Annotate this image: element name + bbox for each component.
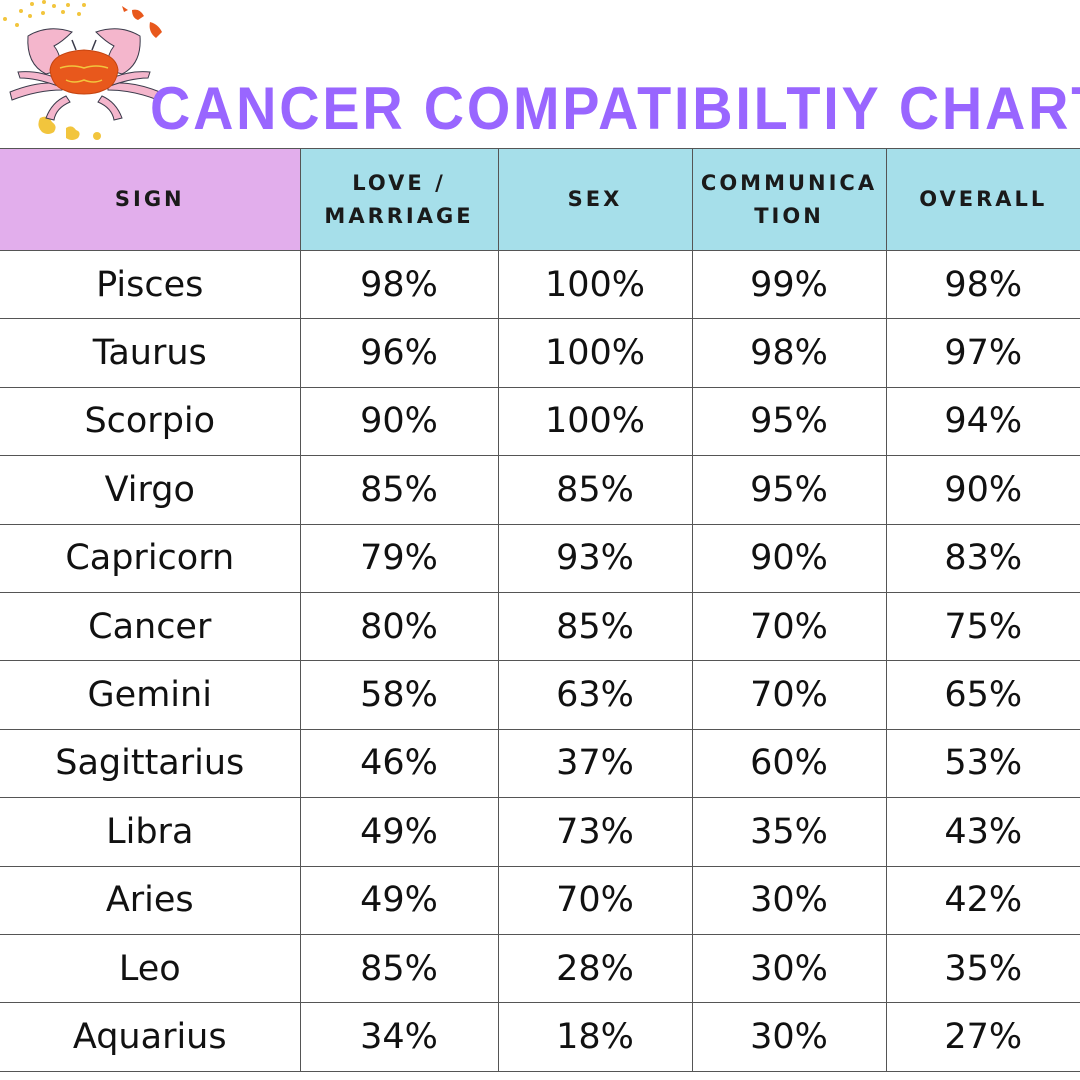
overall-cell: 97%	[885, 318, 1080, 388]
love-marriage-cell: 46%	[299, 728, 499, 799]
header-label: SEX	[567, 187, 623, 211]
love-marriage-cell: 80%	[299, 591, 499, 662]
table-row: Libra 49% 73% 35% 43%	[0, 797, 1080, 867]
sign-cell: Gemini	[0, 660, 301, 730]
communication-cell: 99%	[691, 249, 887, 320]
sign-cell: Capricorn	[0, 523, 301, 593]
sign-cell: Leo	[0, 933, 301, 1004]
communication-cell: 60%	[691, 728, 887, 799]
love-marriage-cell: 49%	[299, 865, 499, 935]
header-communication: COMMUNICA TION	[691, 148, 887, 251]
table-row: Taurus 96% 100% 98% 97%	[0, 318, 1080, 388]
table-row: Virgo 85% 85% 95% 90%	[0, 455, 1080, 525]
sign-cell: Sagittarius	[0, 728, 301, 799]
communication-cell: 30%	[691, 865, 887, 935]
header-label: TION	[754, 203, 824, 228]
communication-cell: 30%	[691, 1002, 887, 1072]
love-marriage-cell: 85%	[299, 933, 499, 1004]
sex-cell: 73%	[497, 797, 693, 867]
love-marriage-cell: 98%	[299, 249, 499, 320]
header-love-marriage: LOVE / MARRIAGE	[299, 148, 499, 251]
love-marriage-cell: 58%	[299, 660, 499, 730]
sex-cell: 18%	[497, 1002, 693, 1072]
table-row: Aquarius 34% 18% 30% 27%	[0, 1002, 1080, 1072]
love-marriage-cell: 79%	[299, 523, 499, 593]
overall-cell: 90%	[885, 455, 1080, 525]
sign-cell: Virgo	[0, 455, 301, 525]
table-row: Cancer 80% 85% 70% 75%	[0, 591, 1080, 662]
sign-cell: Taurus	[0, 318, 301, 388]
header-sex: SEX	[497, 148, 693, 251]
table-row: Gemini 58% 63% 70% 65%	[0, 660, 1080, 730]
overall-cell: 42%	[885, 865, 1080, 935]
overall-cell: 65%	[885, 660, 1080, 730]
overall-cell: 94%	[885, 386, 1080, 457]
sign-cell: Cancer	[0, 591, 301, 662]
sign-cell: Aquarius	[0, 1002, 301, 1072]
header: CANCER COMPATIBILTIY CHART	[0, 0, 1080, 148]
header-label: SIGN	[114, 187, 185, 211]
love-marriage-cell: 49%	[299, 797, 499, 867]
sign-cell: Scorpio	[0, 386, 301, 457]
overall-cell: 75%	[885, 591, 1080, 662]
communication-cell: 95%	[691, 455, 887, 525]
header-overall: OVERALL	[885, 148, 1080, 251]
sex-cell: 93%	[497, 523, 693, 593]
table-row: Pisces 98% 100% 99% 98%	[0, 249, 1080, 320]
sex-cell: 85%	[497, 455, 693, 525]
communication-cell: 95%	[691, 386, 887, 457]
overall-cell: 53%	[885, 728, 1080, 799]
sex-cell: 100%	[497, 249, 693, 320]
header-sign: SIGN	[0, 148, 301, 251]
table-row: Leo 85% 28% 30% 35%	[0, 933, 1080, 1004]
sign-cell: Aries	[0, 865, 301, 935]
love-marriage-cell: 90%	[299, 386, 499, 457]
overall-cell: 43%	[885, 797, 1080, 867]
overall-cell: 98%	[885, 249, 1080, 320]
header-label: MARRIAGE	[324, 203, 474, 228]
overall-cell: 83%	[885, 523, 1080, 593]
header-label: COMMUNICA	[700, 170, 878, 195]
sex-cell: 28%	[497, 933, 693, 1004]
sign-cell: Pisces	[0, 249, 301, 320]
sex-cell: 85%	[497, 591, 693, 662]
sex-cell: 70%	[497, 865, 693, 935]
communication-cell: 98%	[691, 318, 887, 388]
sex-cell: 100%	[497, 386, 693, 457]
communication-cell: 90%	[691, 523, 887, 593]
communication-cell: 30%	[691, 933, 887, 1004]
sign-cell: Libra	[0, 797, 301, 867]
overall-cell: 27%	[885, 1002, 1080, 1072]
table-row: Aries 49% 70% 30% 42%	[0, 865, 1080, 935]
love-marriage-cell: 96%	[299, 318, 499, 388]
sex-cell: 37%	[497, 728, 693, 799]
love-marriage-cell: 34%	[299, 1002, 499, 1072]
page-title: CANCER COMPATIBILTIY CHART	[150, 75, 1080, 142]
overall-cell: 35%	[885, 933, 1080, 1004]
sex-cell: 100%	[497, 318, 693, 388]
table-row: Scorpio 90% 100% 95% 94%	[0, 386, 1080, 457]
crab-icon	[3, 0, 162, 140]
table-header-row: SIGN LOVE / MARRIAGE SEX COMMUNICA TION …	[0, 148, 1080, 251]
communication-cell: 70%	[691, 591, 887, 662]
sex-cell: 63%	[497, 660, 693, 730]
header-label: LOVE /	[352, 170, 446, 195]
table-row: Capricorn 79% 93% 90% 83%	[0, 523, 1080, 593]
communication-cell: 35%	[691, 797, 887, 867]
communication-cell: 70%	[691, 660, 887, 730]
table-row: Sagittarius 46% 37% 60% 53%	[0, 728, 1080, 799]
love-marriage-cell: 85%	[299, 455, 499, 525]
compatibility-table: SIGN LOVE / MARRIAGE SEX COMMUNICA TION …	[0, 148, 1080, 1072]
header-label: OVERALL	[919, 187, 1048, 211]
